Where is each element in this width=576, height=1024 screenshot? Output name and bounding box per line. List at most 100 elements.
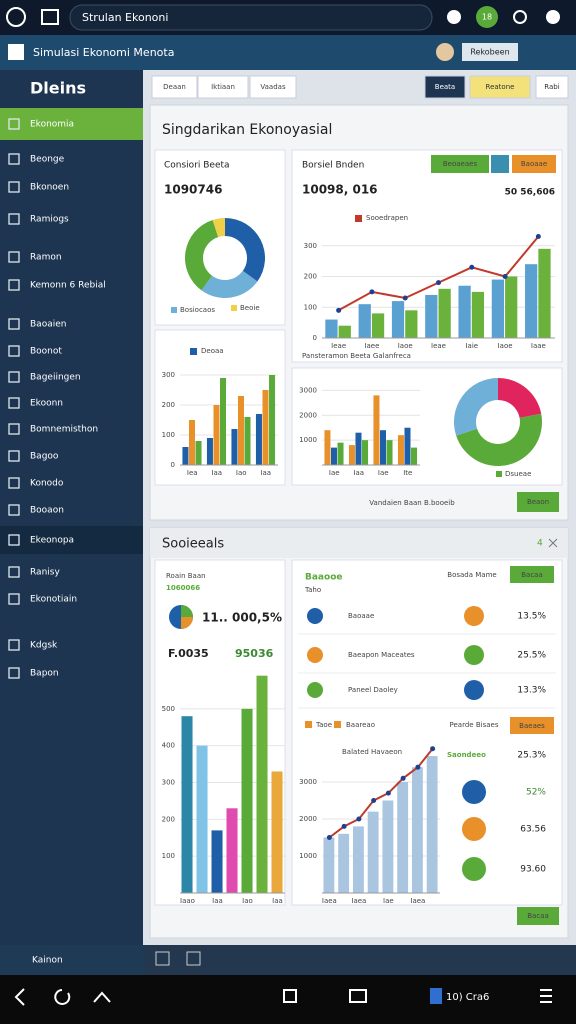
button[interactable] <box>510 566 554 583</box>
sidebar-item[interactable]: Booaon <box>30 506 64 516</box>
button-label: Beaon <box>527 498 549 506</box>
item-icon[interactable] <box>8 504 20 516</box>
nav-icons[interactable] <box>14 988 552 1006</box>
item-icon[interactable] <box>8 534 20 546</box>
card-value: 1060066 <box>166 584 200 592</box>
bar <box>438 288 451 338</box>
item-icon[interactable] <box>8 345 20 357</box>
y-tick-label: 400 <box>162 742 175 750</box>
button[interactable] <box>510 717 554 734</box>
button[interactable] <box>424 75 466 99</box>
sidebar-item[interactable]: Ekonomia <box>30 120 74 130</box>
legend-marker <box>496 471 502 477</box>
home-icon[interactable] <box>41 9 59 25</box>
tab[interactable] <box>197 75 249 99</box>
item-icon[interactable] <box>8 213 20 225</box>
icon[interactable] <box>513 10 527 24</box>
item-icon[interactable] <box>8 639 20 651</box>
sidebar-item[interactable]: Bageiingen <box>30 373 81 383</box>
item-icon[interactable] <box>8 593 20 605</box>
icon[interactable] <box>186 951 201 966</box>
x-tick-label: Iaa <box>272 897 283 905</box>
item-icon[interactable] <box>8 477 20 489</box>
icon[interactable] <box>546 10 560 24</box>
sidebar-item[interactable]: Bagoo <box>30 452 59 462</box>
sidebar-item[interactable]: Bapon <box>30 669 59 679</box>
panel-title: Singdarikan Ekonoyasial <box>162 122 332 138</box>
button[interactable] <box>469 75 531 99</box>
button[interactable] <box>517 492 559 512</box>
tab[interactable] <box>249 75 297 99</box>
sidebar-item[interactable]: Ekeonopa <box>30 536 74 546</box>
bar <box>241 708 253 893</box>
bar <box>206 438 213 465</box>
item-icon[interactable] <box>8 667 20 679</box>
sidebar-item[interactable]: Ramon <box>30 253 62 263</box>
badge[interactable] <box>476 6 498 28</box>
card-value: 1090746 <box>164 183 222 197</box>
button-label: Beoaeaes <box>443 160 478 168</box>
item-icon[interactable] <box>8 397 20 409</box>
sidebar-item[interactable]: Kemonn 6 Rebial <box>30 281 106 291</box>
sidebar-item[interactable]: Kdgsk <box>30 641 58 651</box>
y-tick-label: 200 <box>304 273 317 281</box>
legend-marker <box>190 348 197 355</box>
icon[interactable] <box>430 988 442 1004</box>
item-icon[interactable] <box>8 181 20 193</box>
item-icon[interactable] <box>8 251 20 263</box>
close-icon[interactable] <box>548 538 558 548</box>
item-icon[interactable] <box>8 318 20 330</box>
bottom-strip <box>143 945 576 975</box>
bar <box>196 745 208 893</box>
row-icon <box>464 645 484 665</box>
item-icon[interactable] <box>8 450 20 462</box>
bar <box>373 395 380 465</box>
y-tick-label: 2000 <box>299 815 317 823</box>
sidebar-item[interactable]: Ekonotiain <box>30 595 77 605</box>
sidebar-item[interactable]: Ekoonn <box>30 399 63 409</box>
item-icon[interactable] <box>8 118 20 130</box>
point <box>371 798 377 803</box>
button[interactable] <box>535 75 569 99</box>
tab[interactable] <box>151 75 198 99</box>
item-icon[interactable] <box>8 279 20 291</box>
sidebar-item[interactable]: Ranisy <box>30 568 60 578</box>
legend-label: Deoaa <box>201 347 224 355</box>
sidebar-item[interactable]: Bkonoen <box>30 183 69 193</box>
sidebar-item[interactable]: Beonge <box>30 155 65 165</box>
icon[interactable] <box>447 10 461 24</box>
search-box[interactable] <box>69 4 433 31</box>
row-value: 25.5% <box>517 651 546 661</box>
active-item <box>0 526 143 554</box>
point <box>402 295 408 301</box>
bar <box>213 405 220 465</box>
panel-header <box>150 528 568 558</box>
item-icon[interactable] <box>8 371 20 383</box>
point <box>336 307 342 313</box>
bar <box>371 313 385 338</box>
sidebar-item[interactable]: Konodo <box>30 479 64 489</box>
bar <box>244 417 251 465</box>
avatar[interactable] <box>436 43 454 61</box>
sidebar-item[interactable]: Bomnemisthon <box>30 425 98 435</box>
point <box>326 835 332 840</box>
button[interactable] <box>517 907 559 925</box>
x-tick-label: Iaoe <box>398 342 413 350</box>
button[interactable] <box>491 155 509 173</box>
sidebar-item[interactable]: Baoaien <box>30 320 66 330</box>
sidebar-item[interactable]: Boonot <box>30 347 62 357</box>
button[interactable] <box>512 155 556 173</box>
point <box>502 274 508 279</box>
item-icon[interactable] <box>8 423 20 435</box>
bar <box>458 285 471 338</box>
app-icon[interactable] <box>6 7 26 27</box>
row-value: 13.5% <box>517 612 546 622</box>
button[interactable] <box>431 155 489 173</box>
list-icon <box>462 780 486 804</box>
sidebar-item[interactable]: Ramiogs <box>30 215 69 225</box>
button[interactable] <box>462 43 518 61</box>
icon[interactable] <box>155 951 170 966</box>
tab-label: Deaan <box>163 83 186 91</box>
item-icon[interactable] <box>8 153 20 165</box>
item-icon[interactable] <box>8 566 20 578</box>
